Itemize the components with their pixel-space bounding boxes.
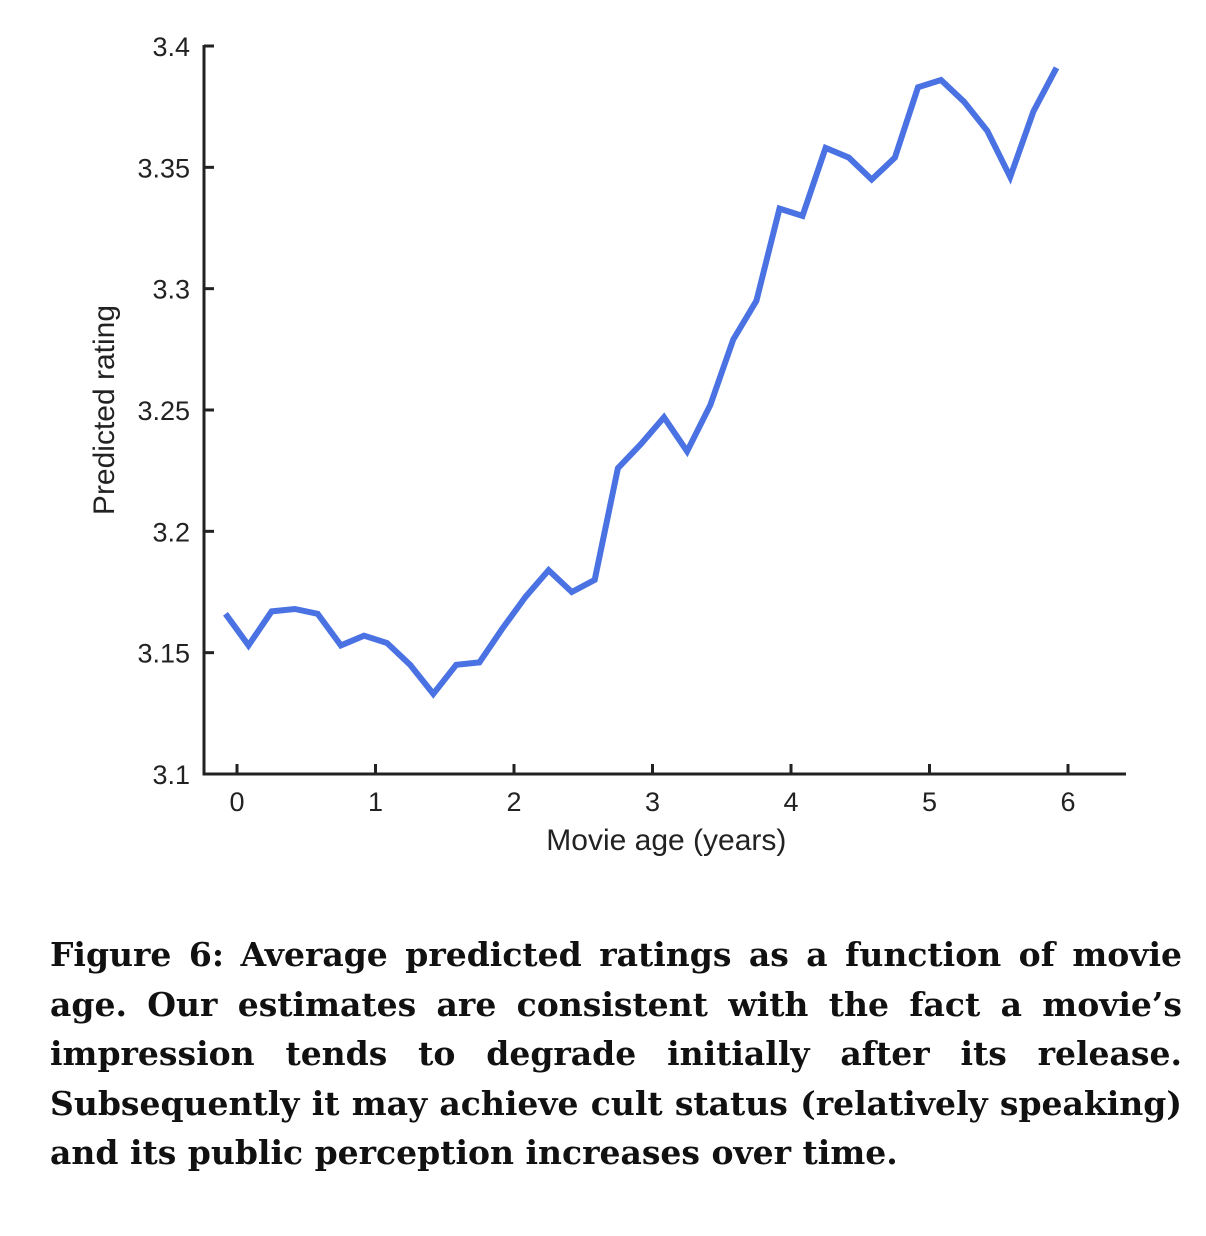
- x-tick-label: 5: [922, 787, 937, 817]
- caption-text: Average predicted ratings as a function …: [50, 935, 1182, 1172]
- y-tick-label: 3.35: [137, 153, 190, 183]
- plot-area: [223, 66, 1060, 699]
- y-axis-title: Predicted rating: [88, 305, 121, 515]
- figure-caption: Figure 6: Average predicted ratings as a…: [50, 930, 1182, 1178]
- y-ticks: 3.1 3.15 3.2 3.25 3.3 3.35 3.4: [137, 32, 214, 790]
- y-tick-label: 3.25: [137, 396, 190, 426]
- axes: [202, 45, 1126, 776]
- series-line: [223, 66, 1060, 699]
- x-tick-label: 6: [1060, 787, 1075, 817]
- y-tick-label: 3.3: [152, 275, 190, 305]
- x-tick-label: 4: [783, 787, 798, 817]
- x-axis-title: Movie age (years): [546, 824, 786, 857]
- x-tick-label: 3: [645, 787, 660, 817]
- y-tick-label: 3.1: [152, 760, 190, 790]
- y-tick-label: 3.4: [152, 32, 190, 62]
- x-tick-label: 1: [368, 787, 383, 817]
- y-tick-label: 3.2: [152, 517, 190, 547]
- x-tick-label: 2: [506, 787, 521, 817]
- x-tick-label: 0: [229, 787, 244, 817]
- line-chart: 3.1 3.15 3.2 3.25 3.3 3.35 3.4 0 1 2 3 4 5 6 Movie a…: [88, 32, 1126, 857]
- y-tick-label: 3.15: [137, 639, 190, 669]
- caption-label: Figure 6:: [50, 935, 225, 974]
- x-ticks: 0 1 2 3 4 5 6: [229, 764, 1076, 817]
